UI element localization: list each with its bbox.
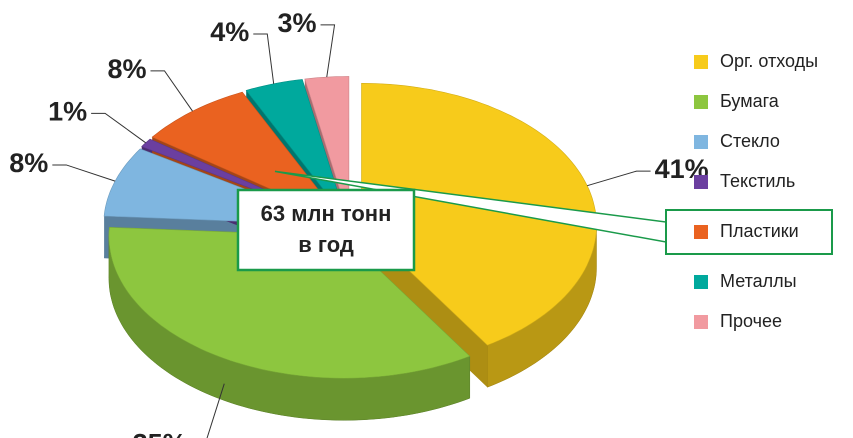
legend-label: Прочее — [720, 311, 782, 331]
pie-slice — [151, 91, 343, 221]
leader-line — [587, 170, 651, 187]
legend-swatch — [694, 225, 708, 239]
value-label: 4% — [210, 17, 249, 47]
legend-swatch — [694, 315, 708, 329]
leader-line — [91, 112, 147, 144]
value-label: 8% — [9, 148, 48, 178]
legend-label: Бумага — [720, 91, 780, 111]
legend-label: Металлы — [720, 271, 797, 291]
annotation: 63 млн тонн — [261, 201, 392, 226]
legend-swatch — [694, 135, 708, 149]
leader-line — [253, 33, 275, 84]
value-label: 35% — [133, 429, 187, 438]
leader-line — [320, 24, 336, 78]
legend-label: Пластики — [720, 221, 799, 241]
leader-line — [150, 70, 193, 112]
legend-swatch — [694, 55, 708, 69]
legend-label: Стекло — [720, 131, 780, 151]
legend-label: Орг. отходы — [720, 51, 818, 71]
annotation-box — [236, 188, 416, 272]
leader-line — [52, 164, 116, 182]
legend-swatch — [694, 275, 708, 289]
annotation: в год — [298, 232, 354, 257]
value-label: 8% — [107, 54, 146, 84]
leader-line — [206, 383, 225, 438]
value-label: 1% — [48, 96, 87, 126]
legend-highlight — [665, 209, 833, 255]
pie-slice — [108, 226, 471, 379]
legend-label: Текстиль — [720, 171, 795, 191]
value-label: 3% — [278, 8, 317, 38]
legend-swatch — [694, 175, 708, 189]
legend-swatch — [694, 95, 708, 109]
